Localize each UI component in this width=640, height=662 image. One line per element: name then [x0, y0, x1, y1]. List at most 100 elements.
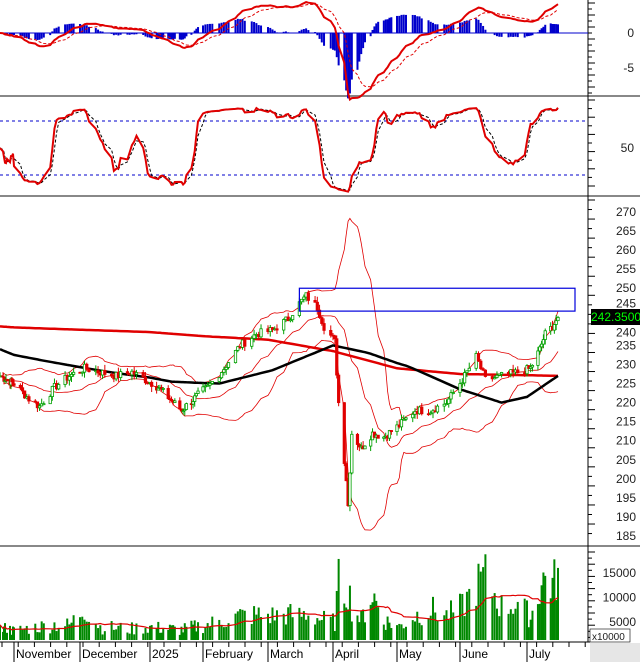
candle-body: [372, 431, 377, 438]
volume-bar: [135, 623, 138, 640]
candle-body: [476, 353, 481, 362]
volume-bar: [110, 621, 113, 640]
volume-bar: [21, 629, 24, 640]
macd-histogram-bar: [202, 25, 204, 33]
volume-bar: [180, 626, 183, 640]
volume-bar: [461, 593, 464, 640]
price-tick-label: 255: [616, 262, 636, 276]
candle-body: [219, 372, 224, 379]
volume-bar: [523, 598, 526, 640]
price-tick-label: 260: [616, 243, 636, 257]
candle-body: [252, 334, 256, 339]
volume-bar: [190, 620, 193, 640]
candle-body: [516, 369, 520, 374]
candle-body: [387, 430, 392, 439]
candle-body: [178, 400, 182, 410]
macd-histogram-bar: [101, 31, 104, 33]
macd-histogram-bar: [495, 33, 498, 37]
macd-histogram-bar: [146, 33, 149, 38]
volume-bar: [509, 609, 512, 640]
macd-histogram-bar: [267, 27, 269, 33]
candle-body: [313, 300, 317, 303]
macd-histogram-bar: [40, 33, 43, 39]
volume-bar: [314, 624, 317, 640]
panel-separator: [0, 195, 640, 197]
candle-body: [337, 374, 341, 404]
volume-bar: [529, 619, 532, 640]
candle-body: [536, 350, 540, 366]
volume-bar: [142, 633, 145, 640]
volume-bar: [218, 619, 221, 640]
volume-bar: [38, 632, 41, 640]
volume-bar: [536, 604, 539, 640]
volume-bar: [195, 631, 198, 640]
corner-area: [590, 643, 640, 662]
macd-histogram-bar: [484, 29, 487, 33]
volume-bar: [493, 593, 496, 640]
volume-bar: [101, 634, 104, 640]
volume-bar: [332, 613, 334, 640]
macd-histogram-bar: [236, 18, 239, 33]
macd-histogram-bar: [173, 33, 176, 39]
volume-bar: [414, 621, 416, 640]
macd-histogram-bar: [57, 26, 60, 33]
macd-histogram-bar: [119, 33, 122, 35]
volume-bar: [282, 613, 285, 640]
candle-body: [525, 365, 529, 375]
macd-histogram-bar: [88, 26, 91, 33]
volume-bar: [275, 610, 278, 640]
macd-histogram-bar: [21, 33, 24, 37]
macd-histogram-bar: [420, 18, 423, 33]
candle-body: [206, 384, 210, 387]
macd-histogram-bar: [523, 33, 526, 38]
candle-body: [150, 381, 154, 387]
macd-histogram-bar: [23, 33, 26, 38]
macd-histogram-bar: [531, 33, 534, 36]
volume-bar: [500, 595, 503, 640]
volume-bar: [55, 631, 58, 640]
volume-bar: [390, 628, 393, 640]
macd-histogram-bar: [83, 24, 86, 33]
volume-bar: [432, 596, 434, 640]
volume-bar: [23, 628, 26, 640]
candle-body: [87, 368, 91, 373]
month-label: March: [270, 647, 303, 661]
volume-bar: [345, 607, 348, 640]
price-tick-label: 210: [616, 434, 636, 448]
price-tick-label: 205: [616, 453, 636, 467]
macd-histogram-bar: [450, 23, 452, 33]
candle-body: [541, 339, 546, 345]
volume-bar: [267, 613, 269, 640]
macd-histogram-bar: [316, 33, 319, 36]
volume-bar: [130, 622, 133, 640]
macd-histogram-bar: [227, 21, 230, 33]
candle-body: [119, 371, 123, 378]
macd-histogram-bar: [333, 33, 336, 51]
candle-body: [499, 372, 504, 375]
macd-histogram-bar: [362, 33, 365, 49]
candle-body: [315, 301, 319, 311]
macd-histogram-bar: [529, 33, 532, 36]
candle-body: [5, 379, 9, 382]
month-label: December: [82, 647, 137, 661]
macd-histogram-bar: [94, 28, 97, 33]
macd-histogram-bar: [117, 33, 120, 36]
volume-bar: [42, 623, 45, 640]
macd-histogram-bar: [477, 19, 480, 33]
macd-histogram-bar: [320, 33, 323, 43]
month-label: July: [529, 647, 550, 661]
volume-bar: [64, 626, 67, 640]
volume-bar: [450, 600, 452, 640]
volume-bar: [436, 620, 439, 640]
macd-histogram-bar: [400, 14, 403, 33]
candle-body: [420, 406, 424, 415]
volume-bar: [362, 609, 365, 640]
volume-bar: [25, 625, 28, 640]
macd-histogram-bar: [282, 31, 285, 33]
volume-bar: [19, 625, 22, 640]
macd-histogram-bar: [225, 22, 228, 33]
candle-body: [348, 472, 352, 507]
volume-bar: [117, 625, 120, 640]
volume-bar: [144, 627, 147, 640]
volume-bar: [149, 625, 151, 640]
